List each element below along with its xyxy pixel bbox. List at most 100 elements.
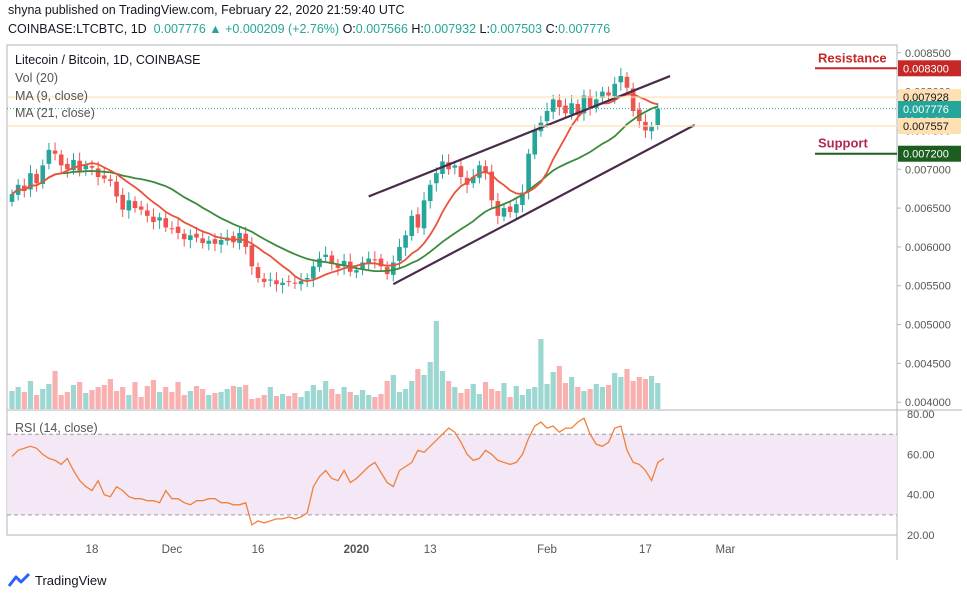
volume-bar xyxy=(218,392,224,409)
volume-legend: Vol (20) xyxy=(15,71,59,85)
volume-bar xyxy=(52,371,58,409)
volume-bar xyxy=(181,395,187,409)
channel-lower-line xyxy=(392,124,696,286)
candle-body xyxy=(427,184,433,202)
price-tick-label: 0.005000 xyxy=(905,320,951,332)
volume-bar xyxy=(77,382,83,409)
candle-body xyxy=(292,282,298,284)
volume-bar xyxy=(495,391,501,409)
volume-bar xyxy=(273,396,280,409)
candle-body xyxy=(323,254,328,258)
volume-bar xyxy=(132,382,138,409)
volume-bar xyxy=(193,386,200,409)
candle-body xyxy=(28,173,33,190)
volume-bar xyxy=(95,387,101,409)
volume-bar xyxy=(409,381,415,409)
candle-body xyxy=(600,91,605,98)
volume-bar xyxy=(556,366,562,409)
volume-bar xyxy=(341,387,347,409)
volume-bar xyxy=(157,392,163,409)
candle-body xyxy=(34,173,39,184)
candle-body xyxy=(317,258,322,268)
volume-bar xyxy=(70,385,77,409)
price-label-text: 0.007557 xyxy=(903,121,949,133)
volume-bar xyxy=(538,339,544,409)
volume-bar xyxy=(569,377,575,409)
candle-body xyxy=(46,149,52,164)
candle-body xyxy=(95,168,101,178)
tradingview-logo[interactable]: TradingView xyxy=(8,572,107,588)
volume-bar xyxy=(489,389,495,409)
price-label-text: 0.008300 xyxy=(903,63,949,75)
volume-bar xyxy=(446,381,452,409)
resistance-label: Resistance xyxy=(818,50,887,65)
volume-bar xyxy=(599,387,605,409)
candle-body xyxy=(237,232,242,244)
candle-body xyxy=(409,215,415,237)
volume-bar xyxy=(316,390,323,409)
volume-bar xyxy=(230,386,236,409)
price-tick-label: 0.006000 xyxy=(905,242,951,254)
volume-bar xyxy=(236,387,243,409)
candle-body xyxy=(40,165,46,185)
volume-bar xyxy=(482,382,489,409)
volume-bar xyxy=(89,390,95,409)
volume-bar xyxy=(292,393,298,409)
volume-bar xyxy=(427,362,433,409)
candle-body xyxy=(391,262,396,275)
close-value: 0.007776 xyxy=(558,22,611,36)
volume-bar xyxy=(550,372,556,409)
candle-body xyxy=(624,76,630,88)
volume-bar xyxy=(40,389,46,409)
candle-body xyxy=(421,200,427,229)
volume-bar xyxy=(212,393,218,409)
volume-bar xyxy=(261,395,267,409)
candle-body xyxy=(341,260,347,267)
candle-body xyxy=(163,218,169,228)
candle-body xyxy=(477,165,482,178)
volume-bar xyxy=(624,369,630,409)
volume-bar xyxy=(27,381,34,409)
candle-body xyxy=(655,108,661,125)
high-label: H: xyxy=(411,22,424,36)
volume-bar xyxy=(255,398,261,409)
volume-bar xyxy=(507,397,513,409)
volume-bar xyxy=(126,395,132,409)
price-tick-label: 0.007000 xyxy=(905,164,951,176)
volume-bar xyxy=(138,397,144,409)
volume-bar xyxy=(83,393,89,409)
price-label-text: 0.007776 xyxy=(903,104,949,116)
candle-body xyxy=(132,201,138,209)
candle-body xyxy=(507,206,513,212)
volume-bar xyxy=(415,369,421,409)
candle-body xyxy=(71,159,76,171)
channel-upper-line xyxy=(368,75,671,198)
volume-bar xyxy=(476,394,482,409)
time-tick-label: 2020 xyxy=(344,544,370,556)
candle-body xyxy=(489,171,494,201)
price-label-box xyxy=(898,60,961,77)
time-tick-label: 16 xyxy=(252,544,265,556)
candle-body xyxy=(464,177,470,185)
volume-bar xyxy=(605,385,612,409)
candle-body xyxy=(593,99,599,108)
candle-body xyxy=(501,208,507,217)
candle-body xyxy=(114,181,119,197)
symbol-label: COINBASE:LTCBTC, 1D xyxy=(8,22,147,36)
price-tick-label: 0.004000 xyxy=(905,397,951,409)
candle-body xyxy=(581,95,587,114)
candle-body xyxy=(157,217,162,221)
volume-bar xyxy=(593,384,599,409)
candle-body xyxy=(329,255,335,264)
volume-bar xyxy=(101,385,107,409)
volume-bar xyxy=(433,321,439,409)
candle-body xyxy=(520,192,525,205)
volume-bar xyxy=(46,384,52,409)
price-change: 0.007776 ▲ +0.000209 (+2.76%) xyxy=(153,22,340,36)
volume-bar xyxy=(581,391,587,409)
candle-body xyxy=(526,153,531,191)
price-label-box xyxy=(898,100,961,117)
candle-body xyxy=(286,281,292,283)
candle-body xyxy=(630,88,636,112)
